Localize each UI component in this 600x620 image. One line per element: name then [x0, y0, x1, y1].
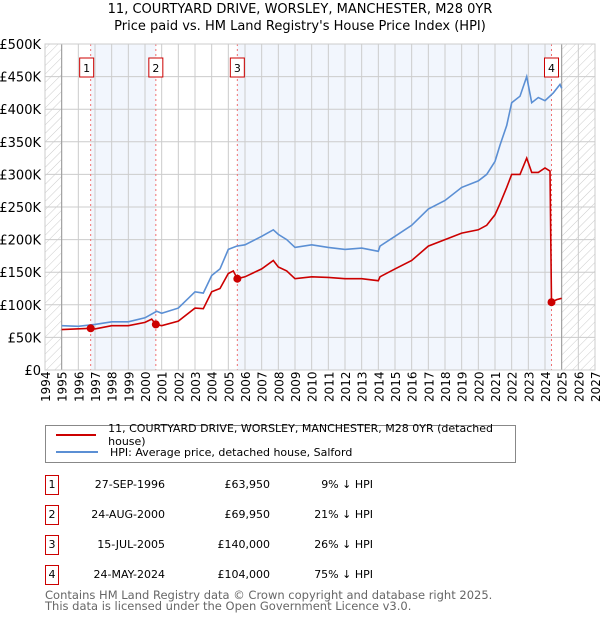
y-tick-label: £250K: [0, 201, 41, 216]
x-tick-label: 1999: [122, 371, 136, 402]
hpi-line: [61, 73, 563, 328]
x-tick-label: 2021: [489, 371, 503, 402]
price-chart: £0 £50K £100K £150K £200K £250K £300K £350K £400…: [0, 38, 600, 402]
legend-label: HPI: Average price, detached house, Salf…: [110, 445, 353, 459]
x-tick-label: 2027: [589, 371, 600, 402]
x-tick-label: 2024: [539, 371, 553, 402]
y-tick-label: £50K: [8, 331, 42, 346]
y-tick-label: £300K: [0, 168, 41, 183]
sale-number-label: 3: [234, 62, 241, 75]
x-tick-label: 2016: [406, 371, 420, 402]
sale-price: £104,000: [217, 568, 271, 581]
x-tick-label: 2022: [506, 371, 520, 402]
sale-point: [547, 298, 556, 307]
sale-hpi-diff: 75% ↓ HPI: [314, 568, 373, 581]
x-tick-label: 1996: [72, 371, 86, 402]
sale-price: £69,950: [224, 508, 271, 521]
plot-border: [44, 43, 596, 371]
x-tick-label: 2003: [189, 371, 203, 402]
sale-point: [151, 320, 160, 329]
sale-point: [233, 274, 242, 283]
sale-hpi-diff: 21% ↓ HPI: [314, 508, 373, 521]
sale-date: 27-SEP-1996: [94, 478, 165, 491]
sale-price: £140,000: [217, 538, 271, 551]
sale-number-box: [148, 57, 164, 78]
sale-badge: 3: [45, 535, 59, 555]
price-paid-line: [61, 155, 562, 331]
legend-label: 11, COURTYARD DRIVE, WORSLEY, MANCHESTER…: [108, 422, 493, 448]
sale-badge: 4: [45, 565, 59, 585]
y-tick-label: £200K: [0, 234, 41, 249]
x-tick-label: 1998: [106, 371, 120, 402]
x-tick-label: 2001: [156, 371, 170, 402]
sale-badge: 2: [45, 505, 59, 525]
y-tick-label: £150K: [0, 266, 41, 281]
footer-line-1: Contains HM Land Registry data © Crown c…: [45, 588, 493, 602]
footer-attribution: Contains HM Land Registry data © Crown c…: [45, 588, 493, 613]
x-tick-label: 2014: [372, 371, 386, 402]
x-tick-label: 2023: [522, 371, 536, 402]
x-tick-label: 2012: [339, 371, 353, 402]
x-tick-label: 2002: [172, 371, 186, 402]
x-tick-label: 2005: [222, 371, 236, 402]
sale-price: £63,950: [224, 478, 271, 491]
sale-badge: 1: [45, 475, 59, 495]
x-tick-label: 2010: [306, 371, 320, 402]
sale-number-box: [544, 57, 559, 78]
transaction-row: 4 24-MAY-2024 £104,000 75% ↓ HPI: [45, 565, 445, 585]
x-tick-label: 2017: [422, 371, 436, 402]
footer-line-2: This data is licensed under the Open Gov…: [45, 599, 412, 613]
x-tick-label: 2007: [256, 371, 270, 402]
chart-subtitle: Price paid vs. HM Land Registry's House …: [114, 19, 486, 34]
x-tick-label: 2009: [289, 371, 303, 402]
y-tick-label: £450K: [0, 71, 41, 86]
sale-number-box: [229, 57, 245, 78]
x-tick-label: 2008: [272, 371, 286, 402]
sale-number-label: 1: [83, 62, 90, 75]
chart-title: 11, COURTYARD DRIVE, WORSLEY, MANCHESTER…: [107, 2, 493, 17]
sale-number-label: 2: [152, 62, 159, 75]
x-tick-label: 2019: [456, 371, 470, 402]
transaction-row: 1 27-SEP-1996 £63,950 9% ↓ HPI: [45, 475, 445, 495]
x-tick-label: 2020: [472, 371, 486, 402]
sale-date: 24-AUG-2000: [91, 508, 165, 521]
sale-point: [86, 324, 95, 333]
x-tick-label: 2025: [556, 371, 570, 402]
sale-hpi-diff: 9% ↓ HPI: [321, 478, 373, 491]
legend: 11, COURTYARD DRIVE, WORSLEY, MANCHESTER…: [45, 422, 516, 463]
x-tick-label: 2026: [572, 371, 586, 402]
x-tick-label: 2018: [439, 371, 453, 402]
x-tick-label: 2006: [239, 371, 253, 402]
legend-item-hpi: HPI: Average price, detached house, Salf…: [56, 444, 352, 460]
x-tick-label: 2000: [139, 371, 153, 402]
x-tick-label: 1995: [56, 371, 70, 402]
x-tick-label: 2004: [206, 371, 220, 402]
y-tick-label: £400K: [0, 103, 41, 118]
transaction-row: 2 24-AUG-2000 £69,950 21% ↓ HPI: [45, 505, 445, 525]
y-tick-label: £500K: [0, 38, 41, 53]
x-tick-label: 2011: [322, 371, 336, 402]
sale-number-label: 4: [548, 62, 555, 75]
sale-hpi-diff: 26% ↓ HPI: [314, 538, 373, 551]
y-tick-label: £100K: [0, 299, 41, 314]
x-tick-label: 1997: [89, 371, 103, 402]
legend-item-property: 11, COURTYARD DRIVE, WORSLEY, MANCHESTER…: [56, 422, 515, 448]
x-tick-label: 2015: [389, 371, 403, 402]
legend-swatch-blue: [56, 451, 98, 453]
y-tick-label: £350K: [0, 136, 41, 151]
y-tick-label: £0: [24, 364, 41, 379]
sale-date: 24-MAY-2024: [93, 568, 165, 581]
sale-number-box: [79, 57, 95, 78]
x-tick-label: 1994: [39, 371, 53, 402]
sale-date: 15-JUL-2005: [97, 538, 165, 551]
x-tick-label: 2013: [356, 371, 370, 402]
transaction-row: 3 15-JUL-2005 £140,000 26% ↓ HPI: [45, 535, 445, 555]
legend-swatch-red: [56, 434, 97, 436]
